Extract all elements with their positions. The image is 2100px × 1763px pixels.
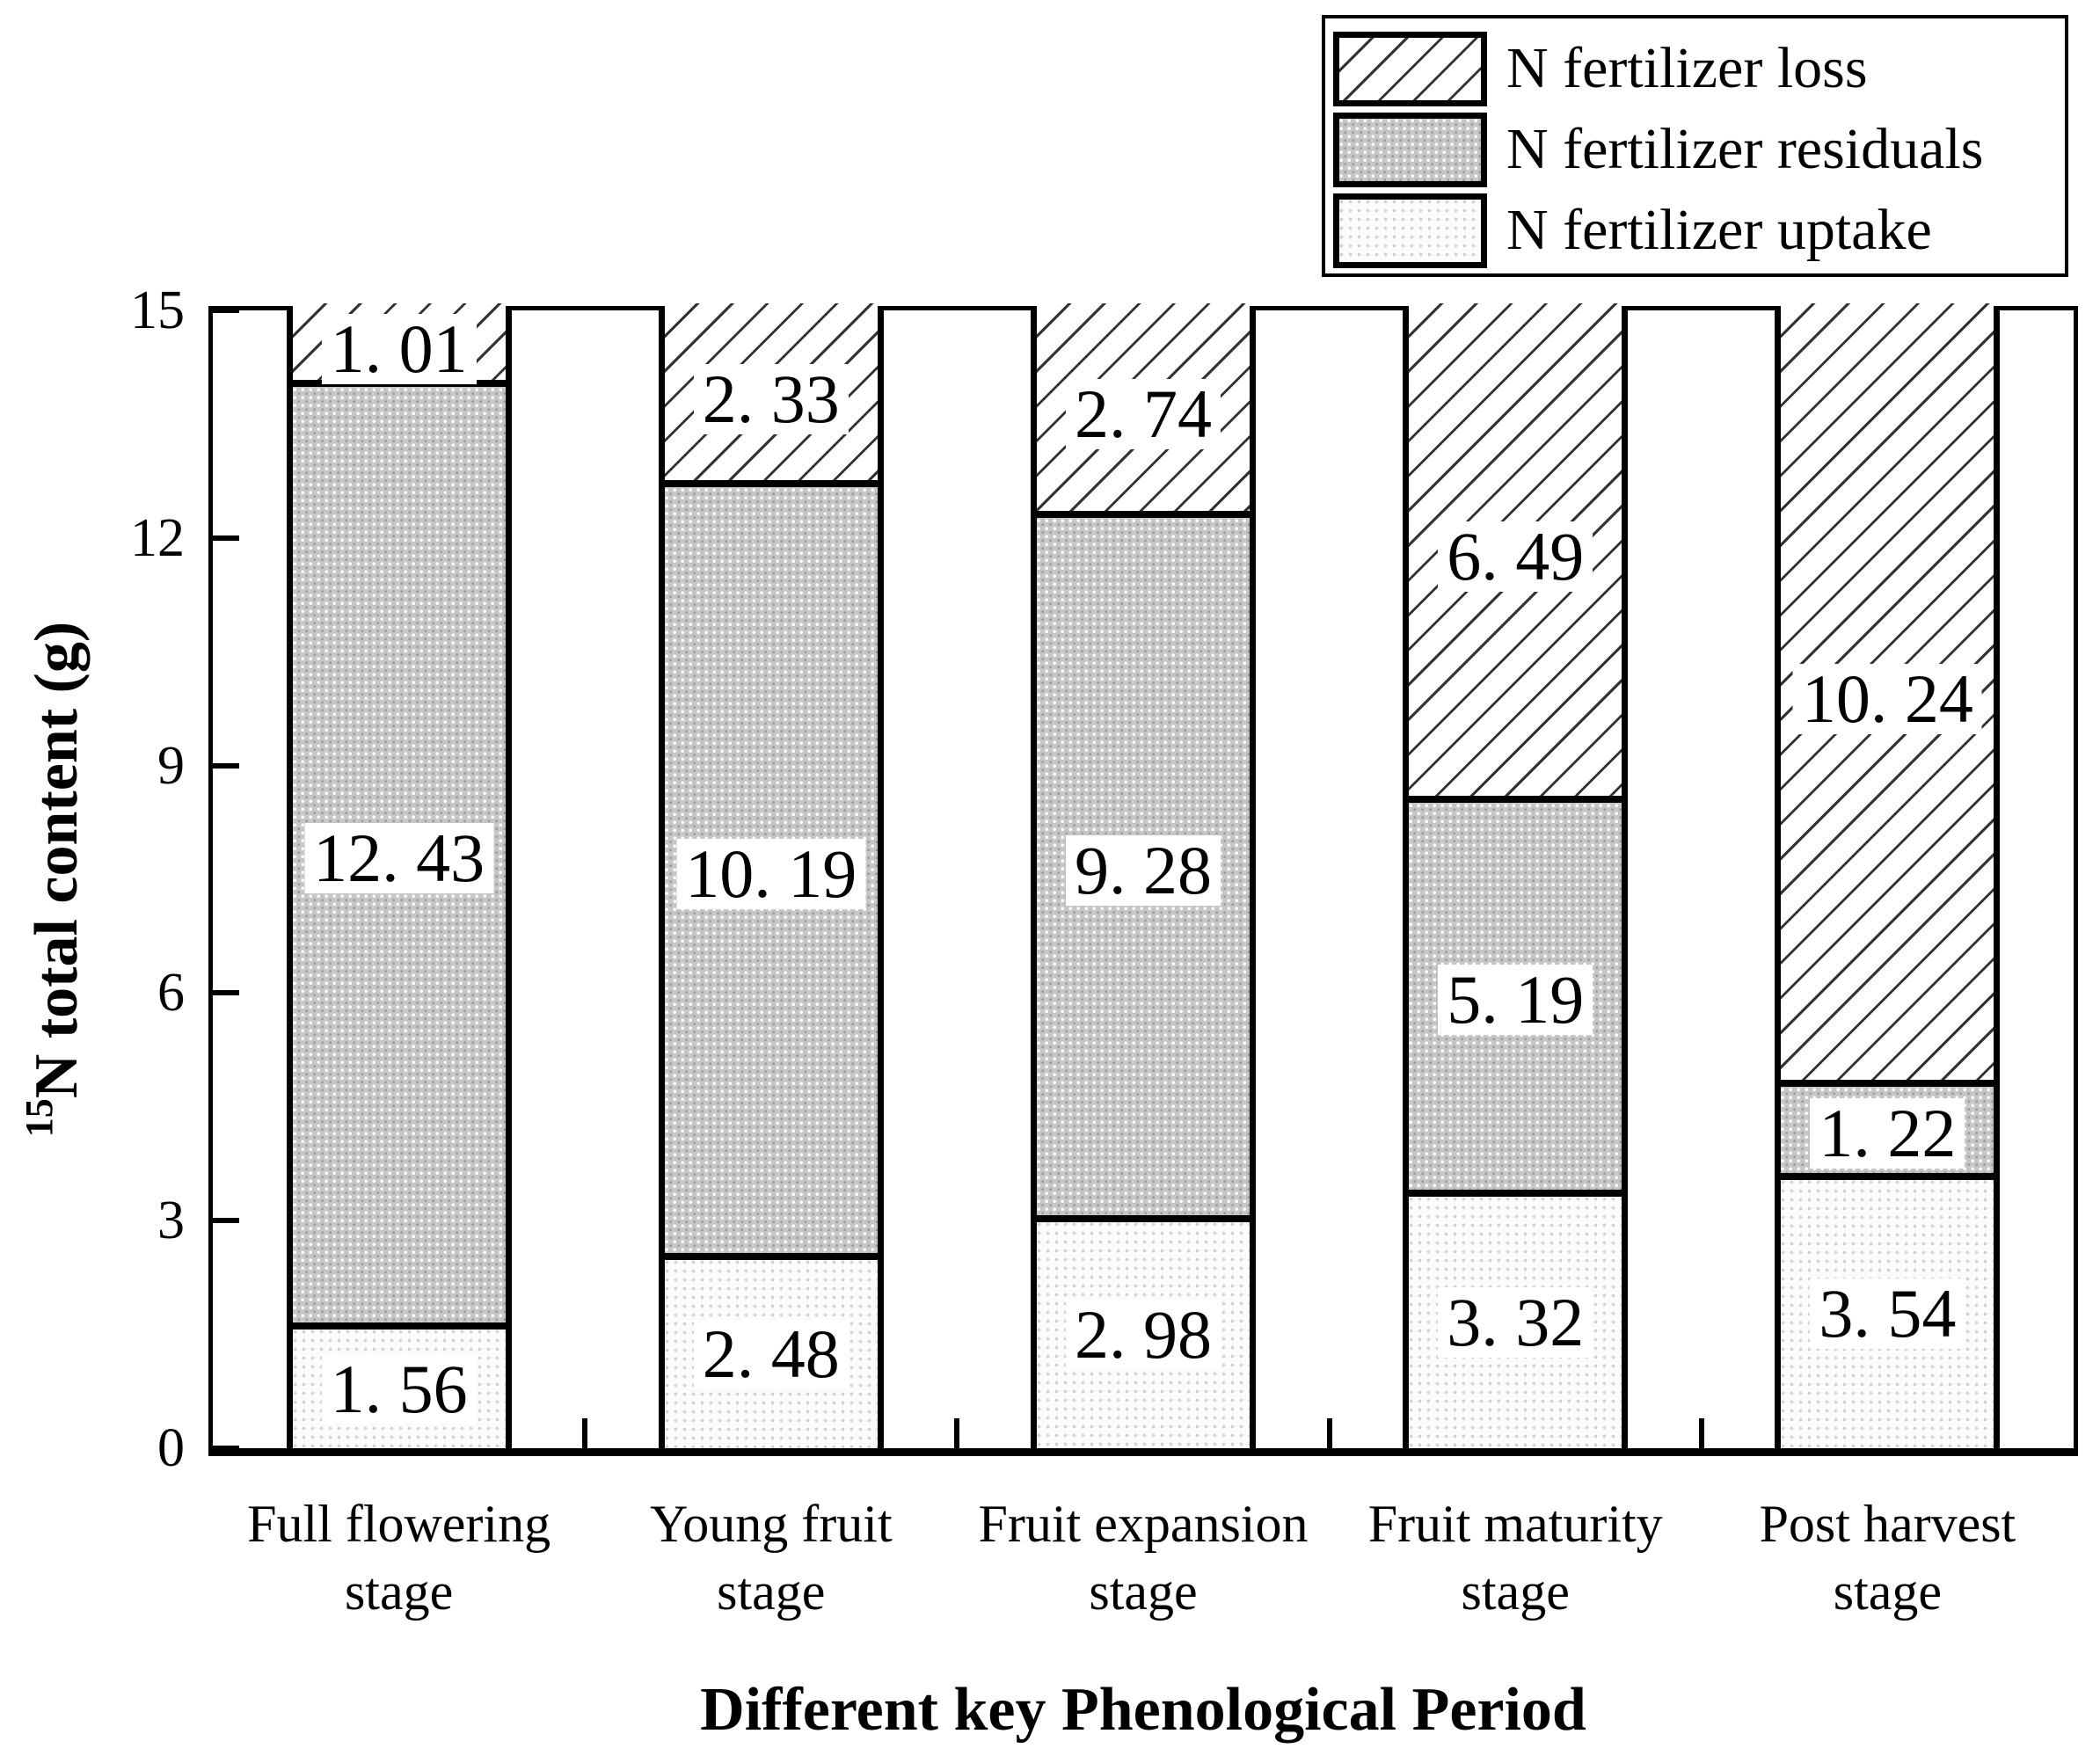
- y-tick-label: 3: [157, 1191, 185, 1251]
- category-label-line: Fruit maturity: [1367, 1495, 1663, 1553]
- legend-item-residuals: N fertilizer residuals: [1333, 109, 2065, 190]
- y-axis-title-text: N total content (g): [23, 621, 91, 1099]
- bar-value-label: 1. 01: [321, 313, 477, 384]
- bar-value-label: 3. 54: [1810, 1279, 1965, 1350]
- bar-value-label: 10. 24: [1792, 663, 1982, 734]
- category-label-line: stage: [1833, 1563, 1943, 1621]
- category-label-line: stage: [1461, 1563, 1570, 1621]
- y-axis-title: 15N total content (g): [17, 622, 92, 1137]
- category-label: Post harvest stage: [1760, 1490, 2016, 1626]
- legend-item-uptake: N fertilizer uptake: [1333, 190, 2065, 271]
- legend-label: N fertilizer loss: [1506, 36, 1868, 100]
- bar-value-label: 3. 32: [1438, 1286, 1593, 1358]
- plot-area: 1. 56 12. 43 1. 01 2. 48 10. 19 2. 33 2. 98 9. …: [208, 303, 2078, 1456]
- legend: N fertilizer loss N fertilizer residuals…: [1322, 15, 2068, 277]
- y-axis-tick: [213, 990, 239, 996]
- bar-value-label: 1. 56: [321, 1353, 477, 1424]
- bar-value-label: 2. 48: [693, 1319, 849, 1390]
- category-label: Fruit maturity stage: [1368, 1490, 1663, 1626]
- y-tick-label: 6: [157, 963, 185, 1024]
- legend-label: N fertilizer uptake: [1506, 198, 1932, 262]
- bar-value-label: 5. 19: [1438, 964, 1593, 1035]
- bar-value-label: 9. 28: [1066, 834, 1221, 906]
- legend-label: N fertilizer residuals: [1506, 117, 1984, 181]
- x-axis-tick: [954, 1418, 960, 1448]
- y-axis-tick: [213, 535, 239, 541]
- bar-value-label: 2. 74: [1066, 379, 1221, 450]
- legend-item-loss: N fertilizer loss: [1333, 28, 2065, 109]
- y-axis-tick: [213, 1218, 239, 1224]
- category-label-line: Post harvest: [1759, 1495, 2016, 1553]
- stacked-bar: 3. 54 1. 22 10. 24: [1775, 303, 2001, 1448]
- category-label-line: stage: [1089, 1563, 1198, 1621]
- bar-value-label: 1. 22: [1810, 1098, 1965, 1169]
- diagonal-hatch-swatch-icon: [1333, 31, 1487, 106]
- bar-value-label: 6. 49: [1438, 521, 1593, 592]
- x-axis-tick: [582, 1418, 588, 1448]
- x-axis-tick: [1326, 1418, 1332, 1448]
- bar-value-label: 10. 19: [676, 838, 866, 909]
- y-tick-label: 0: [157, 1418, 185, 1478]
- x-axis-title: Different key Phenological Period: [700, 1676, 1586, 1744]
- category-label-line: stage: [717, 1563, 826, 1621]
- stacked-bar: 2. 98 9. 28 2. 74: [1031, 303, 1256, 1448]
- stacked-bar: 2. 48 10. 19 2. 33: [658, 303, 884, 1448]
- y-axis-tick: [213, 1446, 239, 1451]
- bar-value-label: 2. 33: [693, 363, 849, 434]
- y-tick-label: 15: [130, 280, 185, 340]
- category-label-line: Full flowering: [247, 1495, 551, 1553]
- y-axis-title-superscript: 15: [18, 1098, 61, 1138]
- x-axis-tick: [1698, 1418, 1704, 1448]
- y-axis-tick: [213, 762, 239, 769]
- light-dots-swatch-icon: [1333, 193, 1487, 268]
- bar-value-label: 12. 43: [304, 823, 494, 894]
- gray-dots-swatch-icon: [1333, 112, 1487, 187]
- category-label: Full flowering stage: [247, 1490, 551, 1626]
- y-tick-label: 12: [130, 507, 185, 568]
- bar-value-label: 2. 98: [1066, 1300, 1221, 1371]
- y-axis-tick: [213, 308, 239, 313]
- category-label-line: Fruit expansion: [978, 1495, 1309, 1553]
- category-label: Young fruit stage: [650, 1490, 893, 1626]
- category-label: Fruit expansion stage: [979, 1490, 1309, 1626]
- category-label-line: stage: [344, 1563, 454, 1621]
- stacked-bar: 1. 56 12. 43 1. 01: [286, 303, 512, 1448]
- stacked-bar: 3. 32 5. 19 6. 49: [1403, 303, 1629, 1448]
- y-tick-label: 9: [157, 735, 185, 796]
- category-label-line: Young fruit: [649, 1495, 893, 1553]
- plot-inner: 1. 56 12. 43 1. 01 2. 48 10. 19 2. 33 2. 98 9. …: [213, 303, 2074, 1451]
